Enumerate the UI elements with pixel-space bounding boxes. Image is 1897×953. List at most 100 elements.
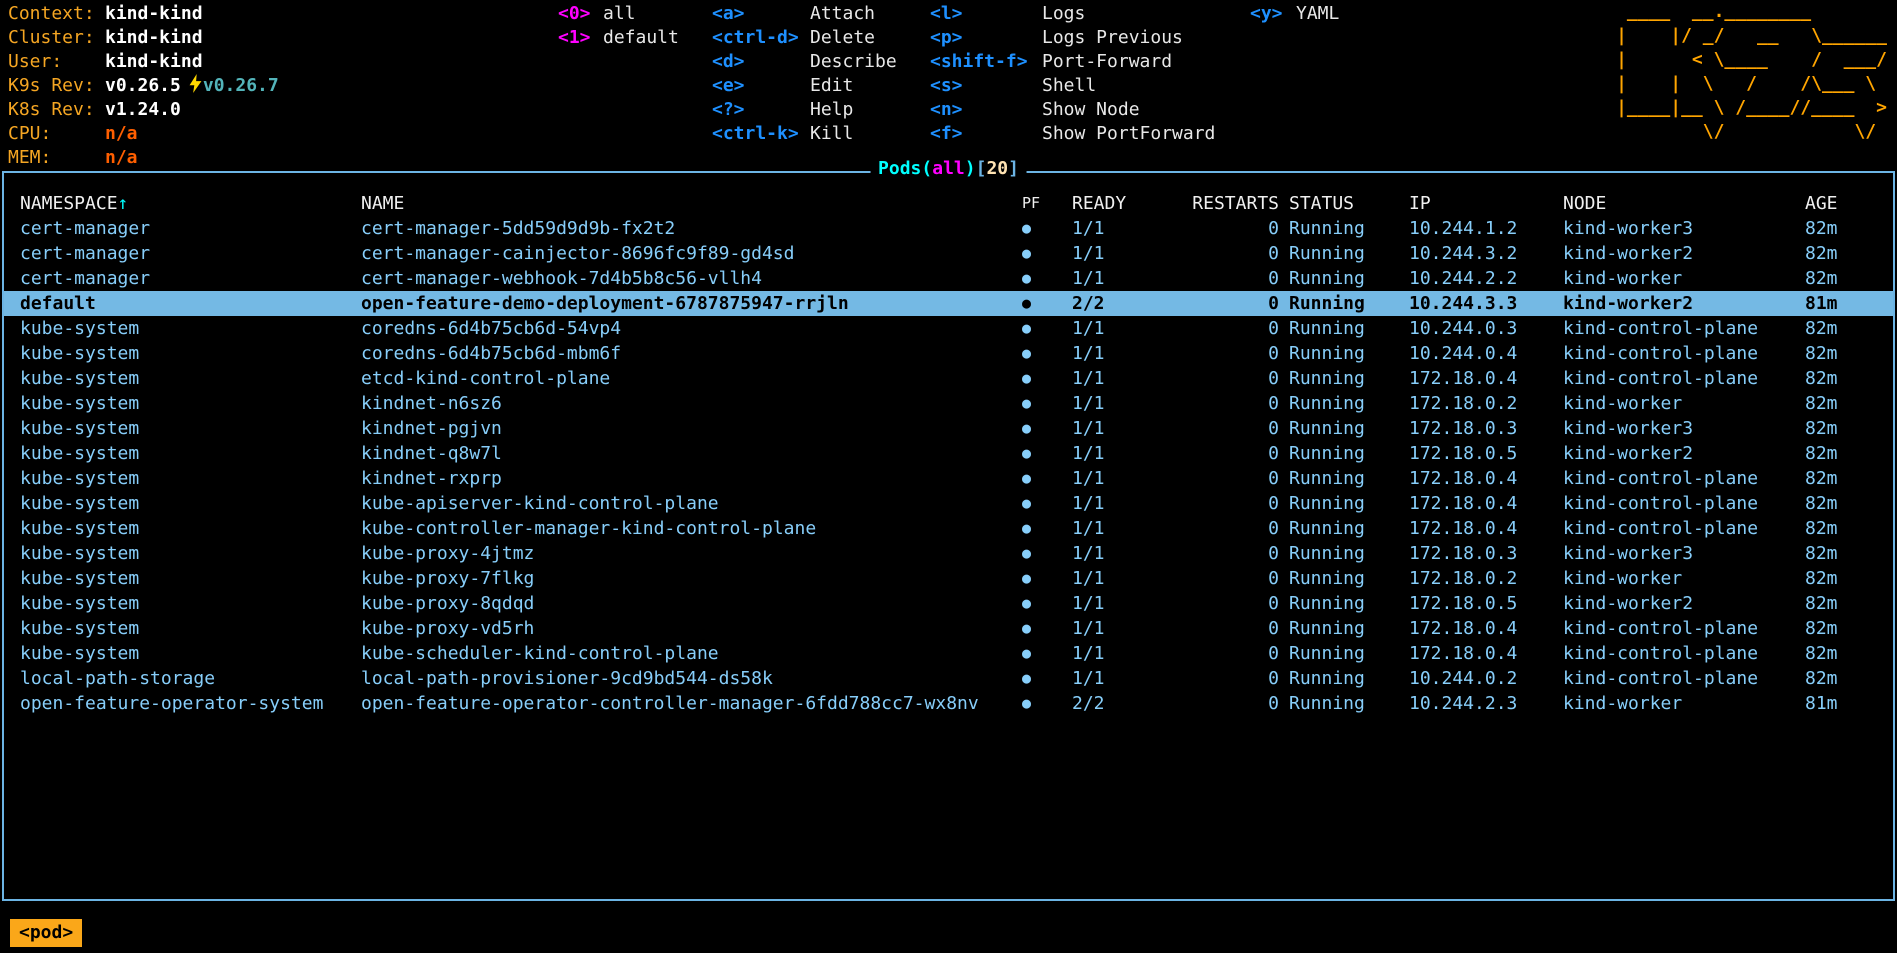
cell-name: etcd-kind-control-plane <box>361 368 611 389</box>
table-row[interactable]: kube-system kindnet-n6sz6 ● 1/1 0 Running 172.… <box>4 391 1893 416</box>
port-forward-dot-icon: ● <box>1022 294 1032 312</box>
port-forward-dot-icon: ● <box>1022 644 1032 662</box>
cell-restarts: 0 <box>1268 218 1279 239</box>
hotkey-key: <f> <box>930 123 963 144</box>
cell-namespace: default <box>20 293 96 314</box>
cell-ip: 172.18.0.5 <box>1409 593 1518 614</box>
cell-restarts: 0 <box>1268 268 1279 289</box>
cell-restarts: 0 <box>1268 393 1279 414</box>
info-value: kind-kind <box>105 3 203 24</box>
action-hotkeys-column-3: <y> YAML <box>1250 2 1339 26</box>
table-row[interactable]: kube-system kube-scheduler-kind-control-p… <box>4 641 1893 666</box>
cell-restarts: 0 <box>1268 693 1279 714</box>
table-row[interactable]: kube-system kindnet-q8w7l ● 1/1 0 Running 172.… <box>4 441 1893 466</box>
cell-age: 82m <box>1805 443 1838 464</box>
cell-ready: 1/1 <box>1072 268 1105 289</box>
column-header-label: NODE <box>1563 193 1607 214</box>
column-header-ready: READY <box>1072 191 1185 216</box>
cell-ip: 10.244.0.4 <box>1409 343 1518 364</box>
table-row[interactable]: local-path-storage local-path-provisioner… <box>4 666 1893 691</box>
cell-restarts: 0 <box>1268 293 1279 314</box>
cell-ip: 172.18.0.4 <box>1409 468 1518 489</box>
cell-restarts: 0 <box>1268 368 1279 389</box>
table-row[interactable]: kube-system kube-controller-manager-kind-… <box>4 516 1893 541</box>
hotkey-label: Delete <box>810 27 876 48</box>
info-label: Cluster: <box>8 27 95 48</box>
cell-namespace: kube-system <box>20 618 140 639</box>
table-row[interactable]: cert-manager cert-manager-webhook-7d4b5b8… <box>4 266 1893 291</box>
table-header-row: NAMESPACE↑ NAME PF READY RESTARTS STATUS IP NOD… <box>4 191 1893 216</box>
info-value: v1.24.0 <box>105 99 181 120</box>
table-row[interactable]: open-feature-operator-system open-feature… <box>4 691 1893 716</box>
cell-ip: 172.18.0.3 <box>1409 543 1518 564</box>
cell-ip: 172.18.0.4 <box>1409 643 1518 664</box>
table-row[interactable]: kube-system kube-apiserver-kind-control-p… <box>4 491 1893 516</box>
cell-name: open-feature-demo-deployment-6787875947-… <box>361 293 849 314</box>
info-value: n/a <box>105 123 138 144</box>
table-row[interactable]: kube-system etcd-kind-control-plane ● 1/1 0 R… <box>4 366 1893 391</box>
cell-name: cert-manager-5dd59d9d9b-fx2t2 <box>361 218 676 239</box>
info-row: CPU: n/a <box>8 122 279 146</box>
cell-ready: 1/1 <box>1072 418 1105 439</box>
port-forward-dot-icon: ● <box>1022 469 1032 487</box>
column-header-label: PF <box>1022 194 1041 212</box>
column-header-ip: IP <box>1409 191 1563 216</box>
cell-ready: 1/1 <box>1072 518 1105 539</box>
table-row[interactable]: kube-system kindnet-pgjvn ● 1/1 0 Running 172.… <box>4 416 1893 441</box>
info-row: Context: kind-kind <box>8 2 279 26</box>
cell-ready: 1/1 <box>1072 468 1105 489</box>
table-row[interactable]: cert-manager cert-manager-5dd59d9d9b-fx2t… <box>4 216 1893 241</box>
resource-name: Pods <box>878 158 922 179</box>
hotkey-label: all <box>603 3 636 24</box>
cell-age: 82m <box>1805 393 1838 414</box>
pods-table-frame: Pods(all)[20] NAMESPACE↑ NAME PF READY RESTA… <box>2 158 1895 901</box>
cell-status: Running <box>1289 393 1365 414</box>
cell-node: kind-worker <box>1563 393 1683 414</box>
cell-status: Running <box>1289 468 1365 489</box>
info-label: User: <box>8 51 63 72</box>
column-header-label: NAMESPACE <box>20 193 118 214</box>
cell-node: kind-worker <box>1563 568 1683 589</box>
cell-node: kind-worker2 <box>1563 293 1694 314</box>
lightning-bolt-icon <box>189 74 202 98</box>
cell-restarts: 0 <box>1268 343 1279 364</box>
cell-ready: 1/1 <box>1072 493 1105 514</box>
hotkey-label: Port-Forward <box>1042 51 1173 72</box>
hotkey-item: <l> Logs <box>930 2 1215 26</box>
cell-ready: 1/1 <box>1072 318 1105 339</box>
cell-restarts: 0 <box>1268 668 1279 689</box>
cell-restarts: 0 <box>1268 568 1279 589</box>
table-row[interactable]: kube-system kube-proxy-vd5rh ● 1/1 0 Running 1… <box>4 616 1893 641</box>
cell-age: 82m <box>1805 318 1838 339</box>
cell-name: open-feature-operator-controller-manager… <box>361 693 979 714</box>
cell-namespace: kube-system <box>20 643 140 664</box>
column-header-label: AGE <box>1805 193 1838 214</box>
cell-age: 82m <box>1805 668 1838 689</box>
cell-status: Running <box>1289 518 1365 539</box>
info-row: K8s Rev: v1.24.0 <box>8 98 279 122</box>
cell-ready: 1/1 <box>1072 393 1105 414</box>
hotkey-key: <s> <box>930 75 963 96</box>
table-row[interactable]: kube-system kindnet-rxprp ● 1/1 0 Running 172.… <box>4 466 1893 491</box>
table-row[interactable]: kube-system kube-proxy-7flkg ● 1/1 0 Running 1… <box>4 566 1893 591</box>
hotkey-label: Help <box>810 99 854 120</box>
table-row[interactable]: kube-system kube-proxy-8qdqd ● 1/1 0 Running 1… <box>4 591 1893 616</box>
cell-ip: 172.18.0.4 <box>1409 518 1518 539</box>
cell-ready: 1/1 <box>1072 618 1105 639</box>
cell-namespace: kube-system <box>20 343 140 364</box>
table-row[interactable]: kube-system coredns-6d4b75cb6d-54vp4 ● 1/1 0… <box>4 316 1893 341</box>
info-row: MEM: n/a <box>8 146 279 170</box>
port-forward-dot-icon: ● <box>1022 694 1032 712</box>
cell-namespace: kube-system <box>20 443 140 464</box>
cell-name: kube-proxy-8qdqd <box>361 593 535 614</box>
hotkey-key: <ctrl-d> <box>712 27 799 48</box>
table-row[interactable]: cert-manager cert-manager-cainjector-8696… <box>4 241 1893 266</box>
hotkey-key: <y> <box>1250 3 1283 24</box>
cell-age: 82m <box>1805 568 1838 589</box>
cell-status: Running <box>1289 343 1365 364</box>
cell-age: 82m <box>1805 268 1838 289</box>
table-row[interactable]: kube-system kube-proxy-4jtmz ● 1/1 0 Running 1… <box>4 541 1893 566</box>
cell-ip: 10.244.0.2 <box>1409 668 1518 689</box>
table-row[interactable]: default open-feature-demo-deployment-6787… <box>4 291 1893 316</box>
table-row[interactable]: kube-system coredns-6d4b75cb6d-mbm6f ● 1/1 0… <box>4 341 1893 366</box>
